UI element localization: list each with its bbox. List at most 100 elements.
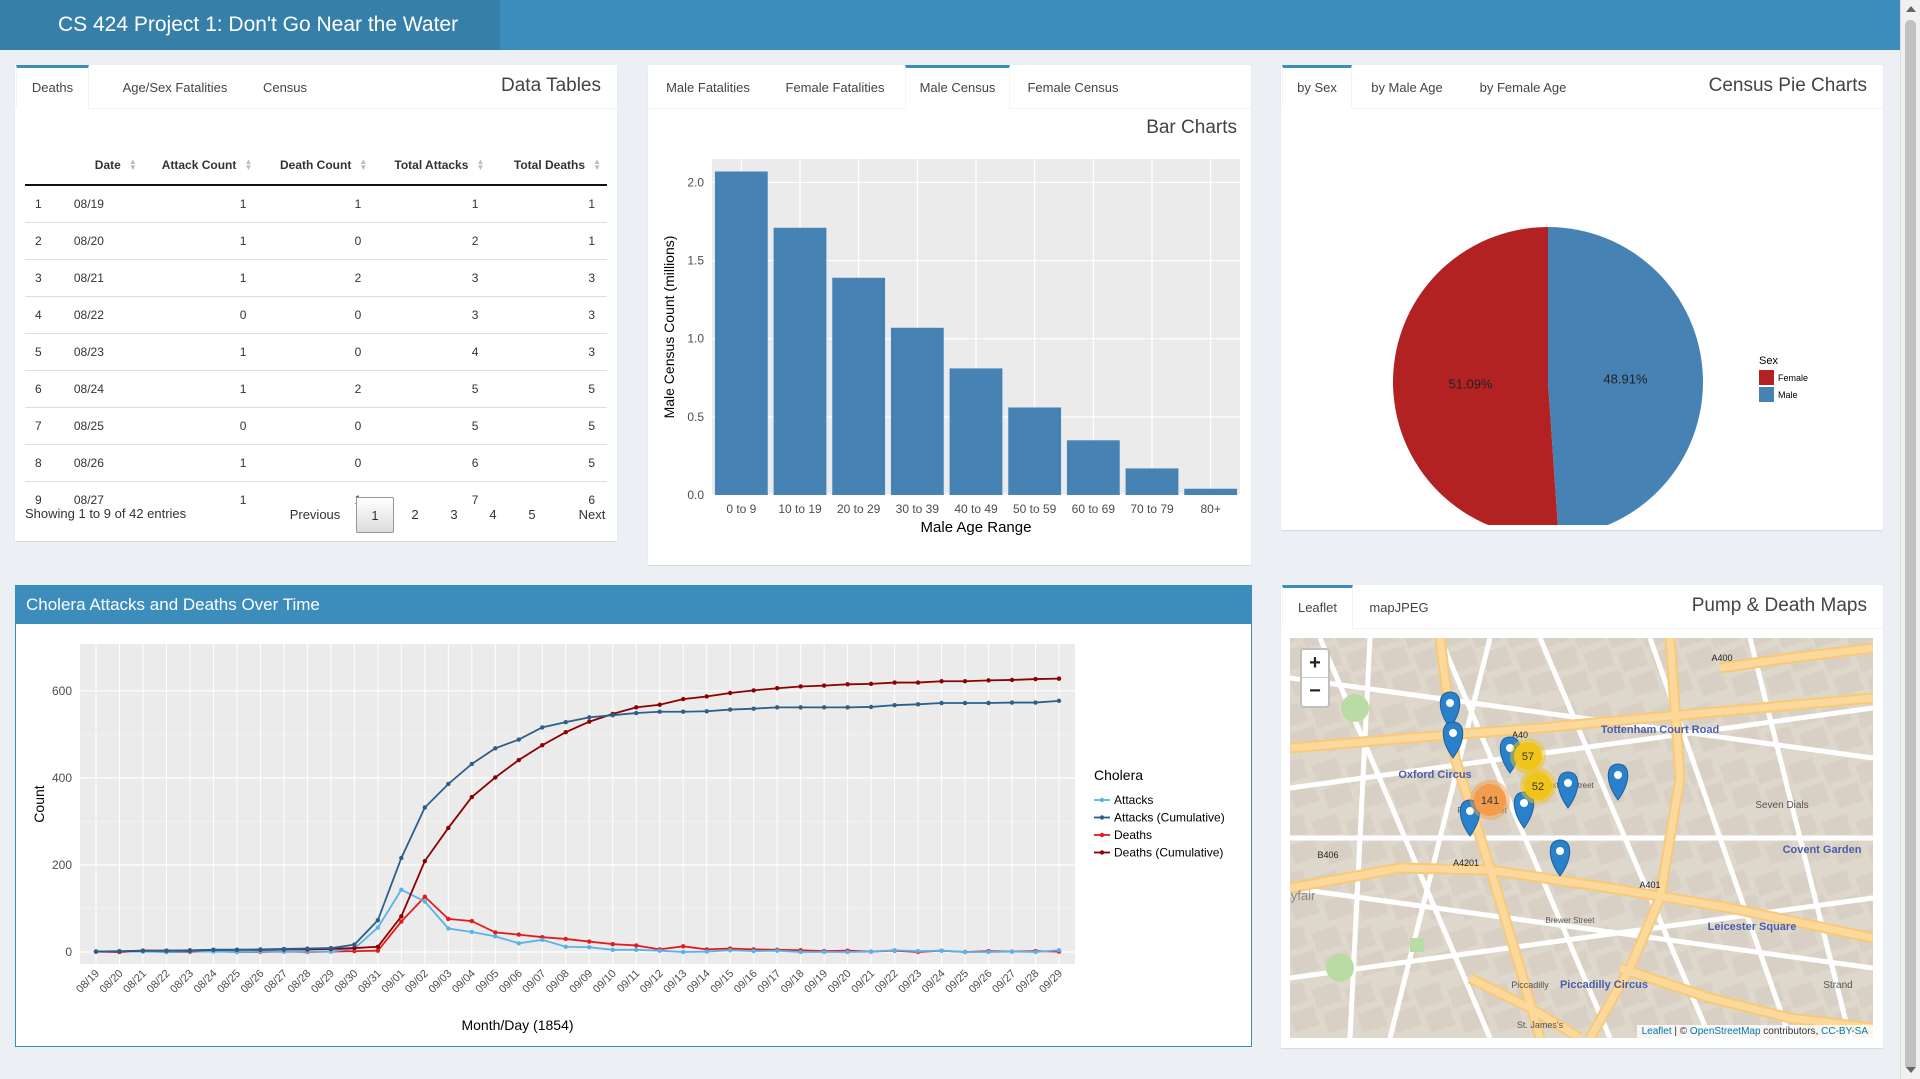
scroll-up-arrow-icon[interactable]: [1906, 6, 1916, 12]
major-road-fill: [1290, 864, 1873, 942]
pagination-page-4[interactable]: 4: [489, 507, 497, 522]
pagination-page-1[interactable]: 1: [356, 497, 394, 533]
column-header-death-count[interactable]: Death Count ▲ ▼: [258, 145, 374, 186]
tab-by-female-age[interactable]: by Female Age: [1479, 80, 1567, 95]
table-cell: 0: [258, 443, 374, 481]
table-cell: 2: [258, 369, 374, 407]
legend-title: Sex: [1759, 355, 1778, 367]
zoom-in-button[interactable]: +: [1302, 650, 1328, 678]
column-header-total-attacks[interactable]: Total Attacks ▲ ▼: [373, 145, 491, 186]
table-cell: 7: [25, 406, 52, 444]
y-tick-label: 200: [52, 858, 72, 872]
x-tick-label: 08/25: [215, 968, 243, 996]
tab-deaths[interactable]: Deaths: [16, 65, 89, 109]
data-point: [422, 894, 428, 899]
data-point: [774, 686, 780, 691]
data-point: [634, 710, 639, 716]
header-bar: CS 424 Project 1: Don't Go Near the Wate…: [0, 0, 1900, 50]
map-block: [1696, 949, 1728, 977]
y-tick-label: 400: [52, 771, 72, 785]
legend-key-point: [1099, 815, 1105, 820]
map-block: [1379, 925, 1411, 953]
sort-icon: ▲ ▼: [244, 157, 253, 172]
table-cell: 9: [25, 480, 52, 518]
tab-female-fatalities[interactable]: Female Fatalities: [785, 80, 885, 95]
tab-map-jpeg[interactable]: mapJPEG: [1369, 600, 1429, 615]
table-row[interactable]: 8 08/26 1 0 6 5: [25, 443, 607, 481]
table-row[interactable]: 3 08/21 1 2 3 3: [25, 258, 607, 296]
osm-link[interactable]: OpenStreetMap: [1689, 1026, 1761, 1037]
data-point: [516, 737, 521, 742]
map-block: [1322, 1005, 1354, 1033]
scroll-down-arrow-icon[interactable]: [1906, 1067, 1916, 1073]
tab-female-census[interactable]: Female Census: [1027, 80, 1119, 95]
cluster-count: 57: [1522, 751, 1534, 763]
table-row[interactable]: 5 08/23 1 0 4 3: [25, 332, 607, 370]
column-header-attack-count[interactable]: Attack Count ▲ ▼: [142, 145, 259, 186]
table-row[interactable]: 2 08/20 1 0 2 1: [25, 221, 607, 259]
map-marker-icon: [1442, 721, 1464, 759]
map-place-label: A400: [1711, 653, 1732, 663]
tab-by-male-age[interactable]: by Male Age: [1371, 80, 1443, 95]
zoom-out-button[interactable]: −: [1309, 680, 1321, 702]
leaflet-link[interactable]: Leaflet: [1641, 1026, 1672, 1037]
table-row[interactable]: 908/271176: [25, 480, 607, 518]
map-block: [1311, 757, 1343, 785]
bar-charts-tabs: Male Fatalities Female Fatalities Male C…: [648, 65, 1251, 109]
table-cell: 3: [25, 258, 52, 296]
x-tick-label: 09/06: [497, 968, 525, 996]
tab-by-sex[interactable]: by Sex: [1282, 65, 1352, 109]
leaflet-map[interactable]: Oxford Circus Tottenham Court Road Piccadi…: [1290, 638, 1873, 1038]
map-block: [1707, 638, 1739, 649]
slice-label: 48.91%: [1603, 371, 1648, 386]
map-block: [1730, 949, 1762, 977]
x-tick-label: 09/21: [849, 968, 877, 996]
page-scrollbar[interactable]: [1900, 0, 1920, 1079]
table-cell: 1: [490, 221, 607, 259]
x-tick-label: 09/08: [544, 968, 572, 996]
license-link[interactable]: CC-BY-SA: [1821, 1026, 1868, 1037]
map-marker-dot: [1449, 729, 1457, 737]
x-tick-label: 09/03: [426, 968, 454, 996]
column-header-total-deaths[interactable]: Total Deaths ▲ ▼: [490, 145, 607, 186]
map-block: [1628, 781, 1660, 809]
data-point: [1056, 698, 1062, 704]
map-block: [1628, 837, 1660, 865]
data-point: [892, 948, 897, 953]
table-row[interactable]: 6 08/24 1 2 5 5: [25, 369, 607, 407]
tab-age-sex-fatalities[interactable]: Age/Sex Fatalities: [122, 80, 228, 95]
tab-male-census[interactable]: Male Census: [905, 65, 1010, 109]
tab-leaflet[interactable]: Leaflet: [1282, 585, 1353, 629]
pagination-previous[interactable]: Previous: [289, 507, 341, 522]
x-tick-label: 08/27: [262, 968, 290, 996]
x-tick-label: 80+: [1200, 502, 1220, 516]
map-place-label: Piccadilly Circus: [1560, 979, 1648, 991]
table-row[interactable]: 1 08/19 1 1 1 1: [25, 184, 607, 222]
tab-male-fatalities[interactable]: Male Fatalities: [666, 80, 750, 95]
map-block: [1458, 949, 1490, 977]
map-block: [1855, 757, 1873, 785]
data-point: [469, 918, 475, 924]
table-row[interactable]: 7 08/25 0 0 5 5: [25, 406, 607, 444]
data-point: [845, 949, 850, 955]
pagination-page-3[interactable]: 3: [450, 507, 458, 522]
app-title[interactable]: CS 424 Project 1: Don't Go Near the Wate…: [0, 0, 500, 50]
bar: [890, 327, 944, 495]
pagination-page-2[interactable]: 2: [411, 507, 419, 522]
table-row[interactable]: 4 08/22 0 0 3 3: [25, 295, 607, 333]
tab-census[interactable]: Census: [262, 80, 308, 95]
table-cell: 0: [258, 332, 374, 370]
table-cell: 3: [373, 295, 491, 333]
minor-street: [1290, 895, 1873, 981]
y-axis-label: Male Census Count (millions): [661, 236, 677, 419]
data-point: [140, 948, 146, 953]
pagination-page-5[interactable]: 5: [528, 507, 536, 522]
data-point: [986, 678, 991, 683]
column-header-date[interactable]: Date ▲ ▼: [51, 145, 143, 186]
data-point: [493, 934, 498, 939]
pie-slice: [1393, 227, 1558, 525]
data-point: [1009, 677, 1015, 683]
pagination-next[interactable]: Next: [578, 507, 606, 522]
scroll-thumb[interactable]: [1905, 20, 1916, 1070]
map-tiles[interactable]: Oxford Circus Tottenham Court Road Piccadi…: [1290, 638, 1873, 1038]
